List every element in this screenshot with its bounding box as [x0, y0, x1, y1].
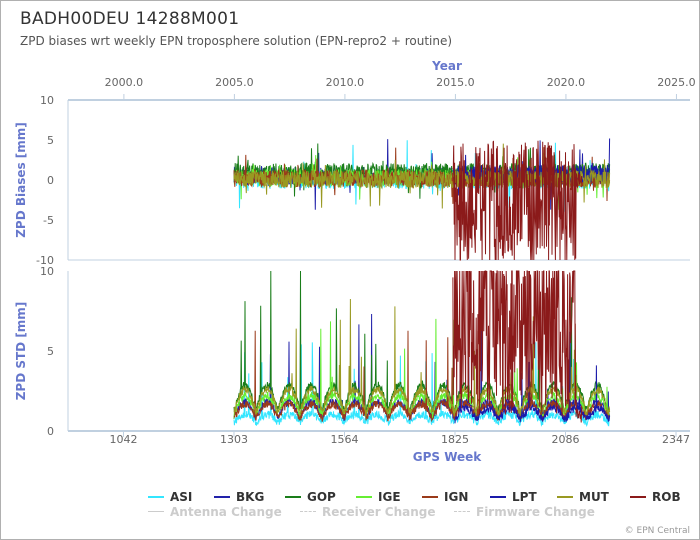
week-tick-label: 1303 [220, 433, 248, 446]
std-y-tick-label: 10 [40, 265, 54, 278]
legend-label: Receiver Change [322, 505, 436, 519]
year-tick-label: 2020.0 [547, 76, 586, 89]
bias-y-tick-label: -5 [43, 214, 54, 227]
week-axis-label: GPS Week [413, 450, 483, 464]
legend-item-antenna-change[interactable]: Antenna Change [148, 505, 282, 519]
std-y-tick-label: 0 [47, 425, 54, 438]
legend-item-receiver-change[interactable]: Receiver Change [300, 505, 436, 519]
legend-item-gop[interactable]: GOP [285, 490, 336, 504]
year-axis-label: Year [431, 59, 462, 73]
week-tick-label: 1825 [441, 433, 469, 446]
series-rob-bias-line [452, 140, 583, 261]
legend-swatch [148, 511, 164, 512]
legend-item-bkg[interactable]: BKG [214, 490, 264, 504]
legend-label: ASI [170, 490, 193, 504]
week-tick-label: 1564 [330, 433, 358, 446]
bias-y-axis-label: ZPD Biases [mm] [14, 122, 28, 238]
legend-swatch [285, 495, 301, 498]
chart-legend: ASI BKG GOP IGE IGN LPT MUT ROB Antenna Change Re… [0, 488, 700, 528]
legend-item-rob[interactable]: ROB [630, 490, 681, 504]
legend-label: Antenna Change [170, 505, 282, 519]
legend-swatch [214, 495, 230, 498]
year-tick-label: 2025.0 [657, 76, 696, 89]
legend-swatch [300, 511, 316, 512]
legend-label: GOP [307, 490, 336, 504]
legend-item-asi[interactable]: ASI [148, 490, 192, 504]
year-tick-label: 2010.0 [326, 76, 365, 89]
legend-label: LPT [512, 490, 537, 504]
chart-title: BADH00DEU 14288M001 [20, 9, 240, 29]
series-rob-std-line [452, 270, 583, 423]
year-tick-label: 2005.0 [215, 76, 254, 89]
series-asi-std-line [233, 342, 611, 428]
legend-swatch [557, 495, 573, 498]
bias-y-tick-label: 5 [47, 134, 54, 147]
series-mut-std-line [233, 298, 611, 417]
legend-swatch [454, 511, 470, 512]
year-tick-label: 2000.0 [105, 76, 144, 89]
std-y-tick-label: 5 [47, 345, 54, 358]
legend-label: IGE [378, 490, 401, 504]
legend-swatch [630, 495, 646, 498]
legend-item-ign[interactable]: IGN [422, 490, 468, 504]
legend-swatch [422, 495, 438, 498]
legend-item-firmware-change[interactable]: Firmware Change [454, 505, 595, 519]
legend-label: IGN [444, 490, 469, 504]
legend-label: BKG [236, 490, 265, 504]
legend-label: Firmware Change [476, 505, 595, 519]
legend-swatch [356, 495, 372, 498]
bias-y-tick-label: 10 [40, 94, 54, 107]
legend-item-mut[interactable]: MUT [557, 490, 609, 504]
std-y-axis-label: ZPD STD [mm] [14, 302, 28, 401]
legend-label: ROB [652, 490, 681, 504]
bias-y-tick-label: 0 [47, 174, 54, 187]
legend-swatch [490, 495, 506, 498]
chart-subtitle: ZPD biases wrt weekly EPN troposphere so… [20, 34, 453, 48]
week-tick-label: 2086 [552, 433, 580, 446]
legend-label: MUT [579, 490, 609, 504]
series-lpt-std-line [454, 361, 611, 424]
bias-y-tick-label: -10 [36, 254, 54, 267]
year-tick-label: 2015.0 [436, 76, 475, 89]
legend-item-lpt[interactable]: LPT [490, 490, 537, 504]
week-tick-label: 2347 [662, 433, 690, 446]
week-tick-label: 1042 [109, 433, 137, 446]
legend-item-ige[interactable]: IGE [356, 490, 401, 504]
credits-label[interactable]: © EPN Central [624, 526, 690, 536]
legend-swatch [148, 495, 164, 498]
